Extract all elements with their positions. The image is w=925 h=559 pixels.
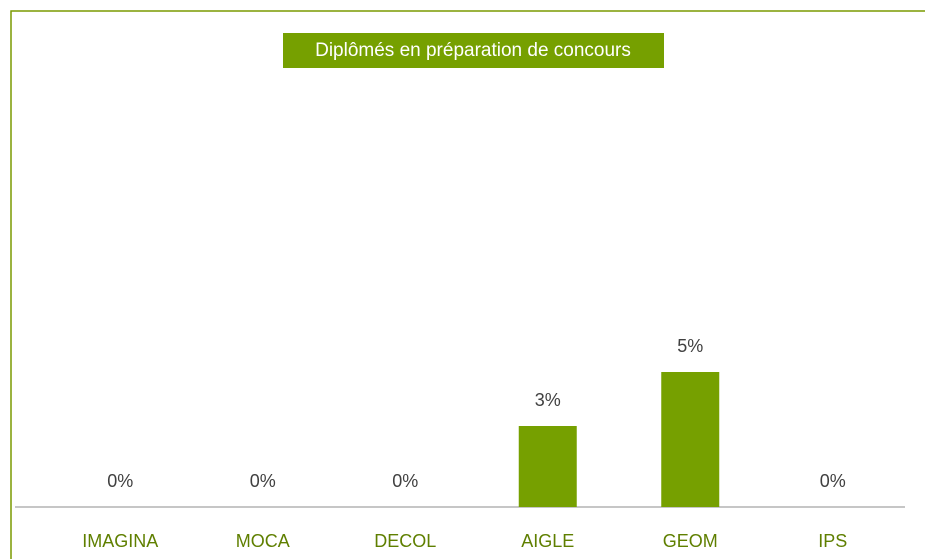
x-tick-label: AIGLE	[521, 531, 574, 551]
bar	[518, 426, 577, 507]
value-label: 0%	[820, 471, 846, 491]
value-label: 0%	[107, 471, 133, 491]
value-label: 5%	[677, 336, 703, 356]
x-tick-label: IPS	[818, 531, 847, 551]
value-label: 3%	[535, 390, 561, 410]
value-label: 0%	[250, 471, 276, 491]
x-tick-label: MOCA	[236, 531, 290, 551]
x-tick-label: GEOM	[663, 531, 718, 551]
x-tick-label: DECOL	[374, 531, 436, 551]
x-tick-label: IMAGINA	[82, 531, 158, 551]
value-label: 0%	[392, 471, 418, 491]
chart-title: Diplômés en préparation de concours	[315, 40, 631, 61]
frame	[10, 10, 925, 559]
title-box	[283, 33, 664, 68]
bar	[661, 372, 720, 507]
